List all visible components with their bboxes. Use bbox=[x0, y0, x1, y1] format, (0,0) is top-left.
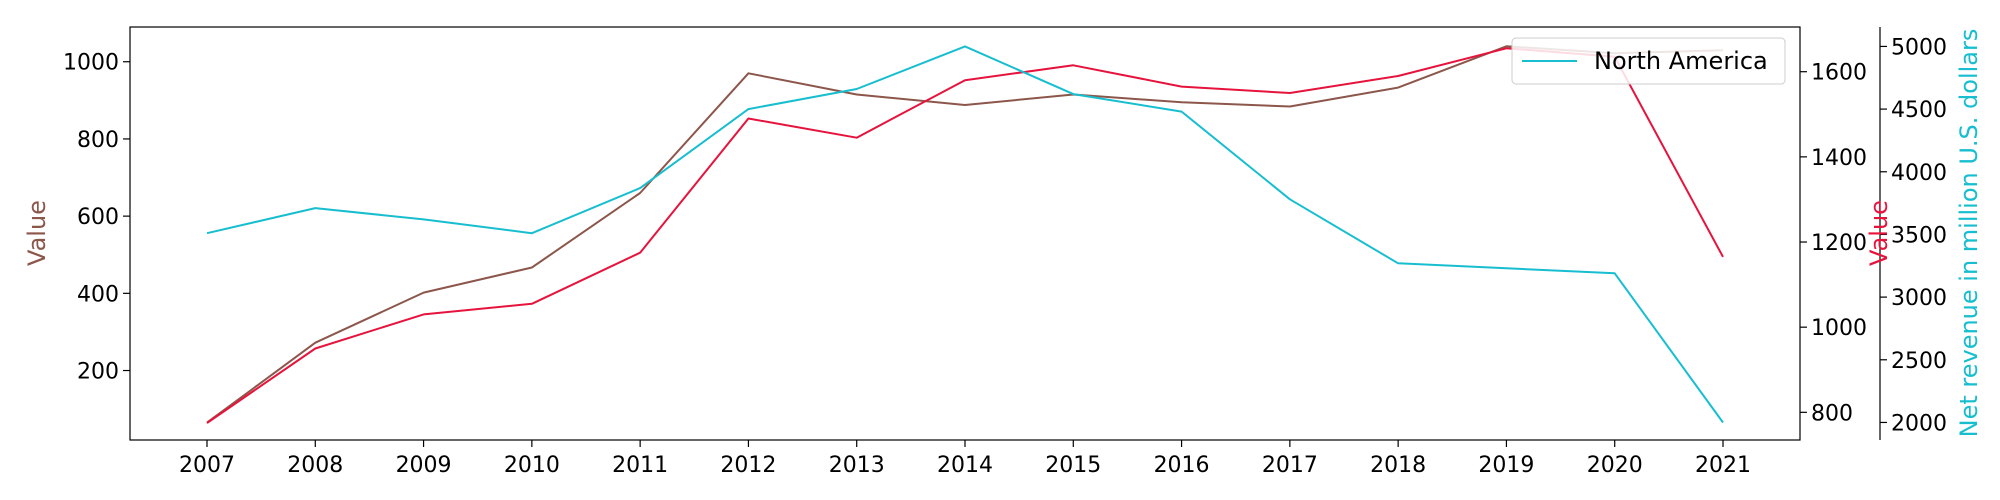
left-y-axis: 200 400 600 800 1000 bbox=[63, 51, 130, 385]
right2-y-axis: 2000 2500 3000 3500 4000 4500 5000 bbox=[1880, 35, 1947, 436]
left-axis-title: Value bbox=[23, 200, 51, 266]
right1-tick-label: 1200 bbox=[1811, 231, 1867, 256]
left-tick-label: 600 bbox=[77, 205, 119, 230]
right1-tick-label: 1400 bbox=[1811, 146, 1867, 171]
x-axis: 2007 2008 2009 2010 2011 2012 2013 2014 2015 2016… bbox=[179, 440, 1751, 478]
series-line-3 bbox=[206, 45, 1724, 424]
x-tick-label: 2014 bbox=[937, 453, 993, 478]
x-tick-label: 2009 bbox=[396, 453, 452, 478]
right1-axis-title: Value bbox=[1865, 200, 1893, 266]
x-tick-label: 2012 bbox=[720, 453, 776, 478]
right2-tick-label: 2500 bbox=[1891, 349, 1947, 374]
x-tick-label: 2008 bbox=[287, 453, 343, 478]
right1-tick-label: 1000 bbox=[1811, 316, 1867, 341]
left-tick-label: 1000 bbox=[63, 51, 119, 76]
series-line-2 bbox=[206, 47, 1724, 424]
x-tick-label: 2013 bbox=[829, 453, 885, 478]
x-tick-label: 2021 bbox=[1695, 453, 1751, 478]
x-tick-label: 2011 bbox=[612, 453, 668, 478]
x-tick-label: 2015 bbox=[1045, 453, 1101, 478]
x-tick-label: 2017 bbox=[1262, 453, 1318, 478]
left-tick-label: 400 bbox=[77, 282, 119, 307]
right2-tick-label: 3500 bbox=[1891, 223, 1947, 248]
x-tick-label: 2007 bbox=[179, 453, 235, 478]
right2-tick-label: 4500 bbox=[1891, 98, 1947, 123]
left-tick-label: 800 bbox=[77, 128, 119, 153]
series-lines bbox=[206, 45, 1724, 424]
right1-y-axis: 800 1000 1200 1400 1600 bbox=[1800, 61, 1867, 426]
right2-axis-title: Net revenue in million U.S. dollars bbox=[1955, 29, 1983, 438]
right1-tick-label: 800 bbox=[1811, 401, 1853, 426]
right2-tick-label: 2000 bbox=[1891, 411, 1947, 436]
left-tick-label: 200 bbox=[77, 360, 119, 385]
legend-label: North America bbox=[1594, 47, 1768, 75]
plot-frame bbox=[129, 26, 1801, 441]
right1-tick-label: 1600 bbox=[1811, 61, 1867, 86]
x-tick-label: 2010 bbox=[504, 453, 560, 478]
series-line-1 bbox=[206, 45, 1724, 424]
x-tick-label: 2016 bbox=[1154, 453, 1210, 478]
legend-box bbox=[1511, 37, 1786, 85]
legend: North America bbox=[1511, 37, 1786, 85]
x-tick-label: 2019 bbox=[1478, 453, 1534, 478]
right2-tick-label: 5000 bbox=[1891, 35, 1947, 60]
x-tick-label: 2020 bbox=[1587, 453, 1643, 478]
right2-tick-label: 3000 bbox=[1891, 286, 1947, 311]
right2-tick-label: 4000 bbox=[1891, 161, 1947, 186]
x-tick-label: 2018 bbox=[1370, 453, 1426, 478]
